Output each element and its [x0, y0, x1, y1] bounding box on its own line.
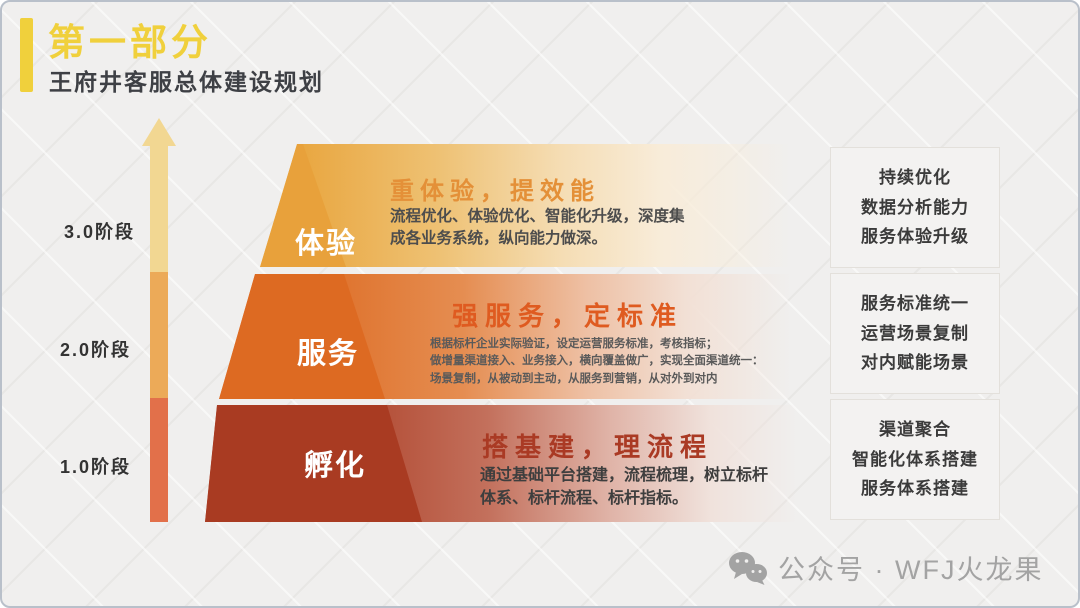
- card-line: 运营场景复制: [861, 323, 969, 343]
- tier-name-experience: 体验: [295, 228, 358, 260]
- arrow-segment-stage3: [150, 145, 168, 272]
- watermark-text: 公众号 · WFJ火龙果: [778, 555, 1044, 585]
- tier-headline-experience: 重体验，提效能: [390, 176, 600, 205]
- tier-desc-line: 根据标杆企业实际验证，设定运营服务标准，考核指标；: [430, 338, 718, 350]
- summary-card-stage2: 服务标准统一 运营场景复制 对内赋能场景: [830, 273, 1000, 394]
- pyramid-tier-service: [219, 274, 822, 399]
- stage-label-1: 1.0阶段: [60, 457, 132, 477]
- arrow-segment-stage2: [150, 272, 168, 398]
- tier-desc-line: 场景复制，从被动到主动，从服务到营销，从对外到对内: [430, 372, 718, 385]
- card-line: 数据分析能力: [861, 197, 969, 217]
- tier-desc-service: 根据标杆企业实际验证，设定运营服务标准，考核指标； 做增量渠道接入、业务接入，横…: [430, 336, 764, 388]
- tier-name-incubation: 孵化: [304, 450, 367, 482]
- pyramid-tier-incubation-face: [205, 405, 422, 522]
- tier-desc-line: 流程优化、体验优化、智能化升级，深度集: [390, 208, 685, 225]
- stage-label-3: 3.0阶段: [64, 222, 136, 242]
- accent-bar: [20, 18, 33, 92]
- wechat-icon: [728, 550, 768, 586]
- summary-card-stage1: 渠道聚合 智能化体系搭建 服务体系搭建: [830, 399, 1000, 520]
- tier-desc-line: 成各业务系统，纵向能力做深。: [390, 230, 608, 248]
- card-line: 服务标准统一: [861, 293, 969, 313]
- tier-desc-experience: 流程优化、体验优化、智能化升级，深度集 成各业务系统，纵向能力做深。: [390, 206, 685, 251]
- tier-headline-incubation: 搭基建，理流程: [482, 433, 714, 463]
- card-line: 服务体验升级: [861, 227, 969, 247]
- tier-name-service: 服务: [297, 338, 360, 370]
- arrow-up-icon: [142, 118, 176, 146]
- tier-desc-incubation: 通过基础平台搭建，流程梳理，树立标杆 体系、标杆流程、标杆指标。: [480, 464, 768, 510]
- card-line: 智能化体系搭建: [852, 449, 978, 469]
- card-line: 渠道聚合: [879, 419, 951, 439]
- page-title: 王府井客服总体建设规划: [49, 69, 324, 95]
- section-label: 第一部分: [48, 22, 212, 63]
- card-line: 服务体系搭建: [861, 479, 969, 499]
- tier-desc-line: 通过基础平台搭建，流程梳理，树立标杆: [480, 467, 769, 484]
- watermark: 公众号 · WFJ火龙果: [728, 548, 1043, 587]
- pyramid-tier-incubation: [205, 405, 822, 522]
- card-line: 对内赋能场景: [861, 353, 969, 373]
- arrow-segment-stage1: [150, 398, 168, 522]
- stage-label-2: 2.0阶段: [60, 340, 132, 360]
- tier-desc-line: 做增量渠道接入、业务接入，横向覆盖做广，实现全面渠道统一：: [430, 355, 764, 368]
- card-line: 持续优化: [879, 167, 951, 187]
- pyramid-tier-experience: [260, 144, 822, 267]
- tier-desc-line: 体系、标杆流程、标杆指标。: [480, 490, 689, 508]
- summary-card-stage3: 持续优化 数据分析能力 服务体验升级: [830, 147, 1000, 268]
- tier-headline-service: 强服务，定标准: [452, 302, 684, 332]
